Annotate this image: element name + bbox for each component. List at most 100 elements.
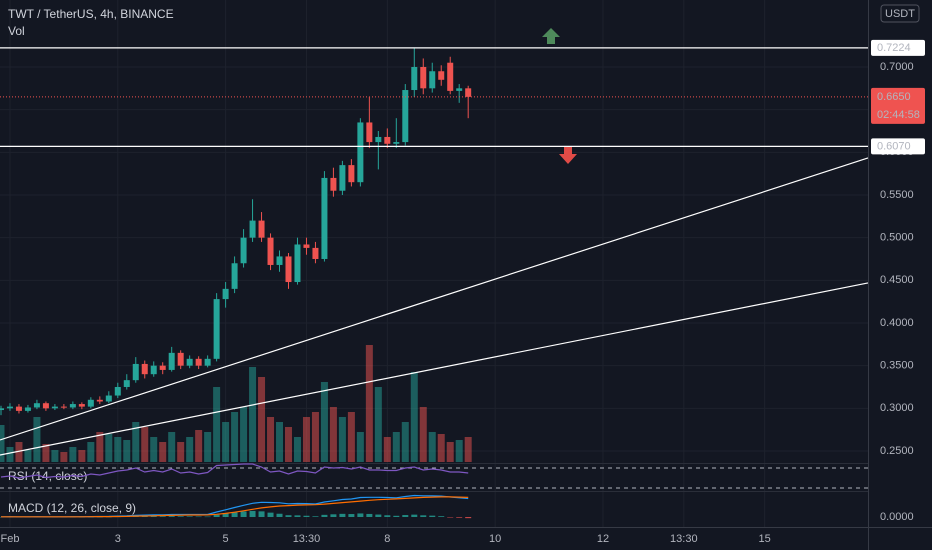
x-tick-label: 13:30 bbox=[670, 533, 698, 545]
currency-box bbox=[880, 4, 920, 23]
volume-bar bbox=[329, 407, 337, 462]
macd-histogram-bar bbox=[429, 515, 436, 517]
down-arrow-icon bbox=[559, 147, 577, 164]
candle-body bbox=[357, 122, 364, 183]
candle-body bbox=[402, 90, 409, 143]
volume-bar bbox=[204, 432, 212, 462]
candle-body bbox=[393, 142, 400, 144]
candle-body bbox=[411, 66, 418, 91]
volume-bar bbox=[455, 440, 463, 462]
candle-body bbox=[294, 244, 301, 283]
macd-histogram-bar bbox=[438, 516, 445, 517]
up-arrow-icon bbox=[542, 28, 560, 44]
volume-bar bbox=[392, 432, 400, 462]
chart-title: TWT / TetherUS, 4h, BINANCE bbox=[8, 7, 174, 21]
candle-body bbox=[240, 237, 247, 264]
volume-bar bbox=[150, 437, 158, 462]
candle-body bbox=[375, 136, 382, 143]
x-tick-label: 13:30 bbox=[293, 533, 321, 545]
candle-body bbox=[249, 220, 256, 238]
candle-body bbox=[15, 406, 22, 411]
macd-histogram-bar bbox=[285, 515, 292, 517]
candle-body bbox=[429, 71, 436, 89]
volume-bar bbox=[267, 417, 275, 462]
volume-bar bbox=[222, 422, 230, 462]
macd-histogram-bar bbox=[195, 516, 202, 518]
candle-body bbox=[339, 165, 346, 191]
macd-legend: MACD (12, 26, close, 9) bbox=[8, 501, 136, 515]
level-label-box bbox=[871, 138, 925, 155]
candle-body bbox=[6, 406, 13, 409]
candle-body bbox=[285, 256, 292, 283]
volume-bar bbox=[51, 450, 59, 462]
level-label-box bbox=[871, 39, 925, 56]
trendline bbox=[0, 157, 869, 441]
macd-histogram-bar bbox=[375, 514, 382, 517]
volume-bar bbox=[374, 387, 382, 462]
y-tick-label: 0.4500 bbox=[880, 274, 914, 286]
macd-histogram-bar bbox=[393, 515, 400, 517]
candle-body bbox=[204, 358, 211, 366]
level-label: 0.6070 bbox=[877, 140, 911, 152]
last-price-label: 0.6650 bbox=[877, 91, 911, 103]
candle-body bbox=[69, 404, 76, 408]
y-tick-label: 0.5000 bbox=[880, 232, 914, 244]
macd-histogram-bar bbox=[294, 515, 301, 517]
candle-body bbox=[105, 395, 112, 402]
macd-histogram-bar bbox=[204, 516, 211, 518]
candle-body bbox=[0, 408, 4, 411]
candle-body bbox=[465, 88, 472, 97]
macd-histogram-bar bbox=[276, 513, 283, 517]
macd-histogram-bar bbox=[213, 514, 220, 517]
macd-histogram-bar bbox=[177, 516, 184, 517]
candle-body bbox=[33, 403, 40, 408]
macd-histogram-bar bbox=[366, 513, 373, 517]
volume-bar bbox=[114, 437, 122, 462]
volume-bar bbox=[213, 387, 221, 462]
x-tick-label: Feb bbox=[0, 533, 19, 545]
volume-bar bbox=[105, 434, 113, 462]
last-price-box bbox=[871, 87, 925, 124]
candle-body bbox=[456, 88, 463, 91]
volume-bar bbox=[33, 417, 41, 462]
candle-body bbox=[87, 399, 94, 407]
countdown-label: 02:44:58 bbox=[877, 109, 920, 121]
volume-bar bbox=[231, 412, 239, 462]
volume-bar bbox=[428, 432, 436, 462]
volume-bar bbox=[383, 437, 391, 462]
volume-bar bbox=[419, 407, 427, 462]
volume-bar bbox=[284, 427, 292, 462]
candle-body bbox=[438, 71, 445, 80]
macd-histogram-bar bbox=[222, 513, 229, 517]
volume-bar bbox=[311, 412, 319, 462]
volume-bar bbox=[15, 442, 23, 462]
macd-histogram-bar bbox=[240, 511, 247, 517]
macd-histogram-bar bbox=[348, 514, 355, 517]
volume-bar bbox=[240, 407, 248, 462]
candle-body bbox=[24, 407, 31, 411]
volume-bar bbox=[276, 422, 284, 462]
macd-histogram-bar bbox=[420, 515, 427, 517]
plot bbox=[0, 47, 869, 462]
volume-bar bbox=[338, 417, 346, 462]
candle-body bbox=[276, 256, 283, 265]
volume-bar bbox=[141, 427, 149, 462]
macd-histogram-bar bbox=[411, 514, 418, 517]
candle-body bbox=[159, 365, 166, 370]
candle-body bbox=[177, 352, 184, 366]
volume-bar bbox=[96, 432, 104, 462]
candle-body bbox=[168, 352, 175, 370]
candle-body bbox=[195, 358, 202, 366]
volume-bar bbox=[293, 437, 301, 462]
candle-body bbox=[51, 406, 58, 409]
volume-bar bbox=[159, 442, 167, 462]
volume-bar bbox=[0, 425, 5, 462]
macd-histogram-bar bbox=[249, 510, 256, 517]
macd-histogram-bar bbox=[150, 516, 157, 517]
volume-bar bbox=[437, 434, 445, 462]
macd-histogram-bar bbox=[339, 513, 346, 517]
rsi-legend: RSI (14, close) bbox=[8, 469, 87, 483]
rsi-line bbox=[0, 463, 469, 479]
currency-label: USDT bbox=[885, 8, 915, 20]
macd-histogram-bar bbox=[159, 516, 166, 517]
